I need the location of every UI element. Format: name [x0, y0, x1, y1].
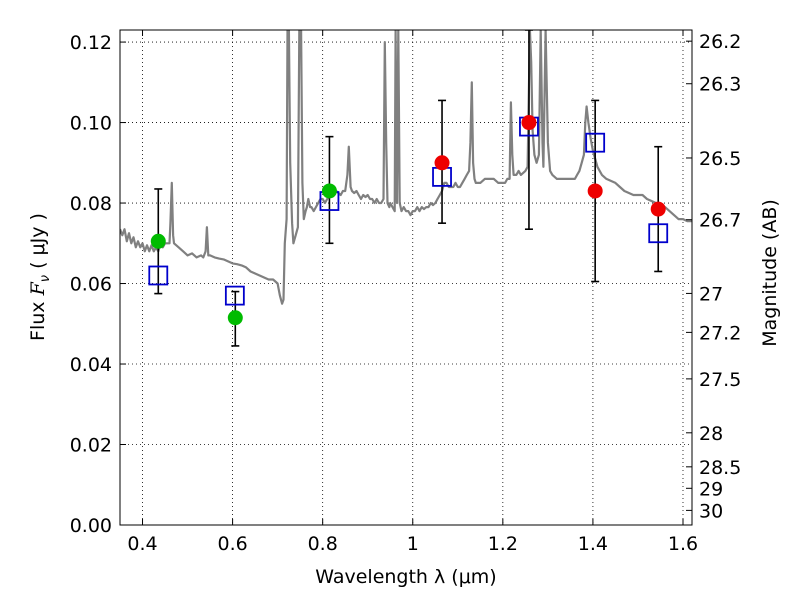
- x-tick-label: 1.2: [488, 533, 518, 555]
- model-photometry-square: [148, 265, 169, 286]
- y-tick-label: 0.04: [70, 354, 112, 376]
- y-tick-label: 0.06: [70, 274, 112, 296]
- y-tick-label: 0.02: [70, 435, 112, 457]
- y-tick-label: 0.00: [70, 515, 112, 537]
- error-bars: [154, 30, 663, 347]
- observed-photometry-point: [150, 233, 166, 249]
- y-axis-label: Flux Fν ( μJy ): [27, 213, 53, 341]
- magnitude-tick-label: 27.5: [699, 369, 741, 391]
- x-tick-label: 0.8: [308, 533, 338, 555]
- plot-area: [120, 30, 692, 347]
- model-photometry-square: [585, 132, 606, 153]
- magnitude-tick-label: 29: [699, 478, 723, 500]
- magnitude-tick-label: 26.7: [699, 210, 741, 232]
- magnitude-tick-label: 27.2: [699, 322, 741, 344]
- y-tick-label: 0.08: [70, 193, 112, 215]
- observed-photometry-point: [434, 155, 450, 171]
- grid-lines: [120, 30, 692, 526]
- x-tick-label: 1: [407, 533, 419, 555]
- magnitude-tick-label: 26.5: [699, 148, 741, 170]
- magnitude-tick-label: 27: [699, 283, 723, 305]
- x-tick-label: 1.4: [578, 533, 608, 555]
- y-tick-label: 0.10: [70, 113, 112, 135]
- x-axis-ticks: 0.4 0.6 0.8 1 1.2 1.4 1.6: [127, 30, 698, 555]
- model-photometry-square: [648, 223, 669, 244]
- x-tick-label: 0.6: [217, 533, 247, 555]
- magnitude-tick-label: 26.3: [699, 74, 741, 96]
- magnitude-axis-label: Magnitude (AB): [759, 199, 781, 347]
- model-spectrum-line: [120, 30, 692, 305]
- y-tick-label: 0.12: [70, 32, 112, 54]
- x-tick-label: 0.4: [127, 533, 157, 555]
- plot-frame: [119, 29, 693, 526]
- observed-photometry-point: [650, 201, 666, 217]
- observed-photometry-point: [587, 183, 603, 199]
- x-axis-label: Wavelength λ (μm): [315, 566, 496, 588]
- magnitude-tick-label: 28: [699, 423, 723, 445]
- y-axis-ticks: 0.00 0.02 0.04 0.06 0.08 0.10 0.12: [70, 32, 126, 537]
- observed-photometry-markers: [150, 115, 666, 326]
- magnitude-tick-label: 30: [699, 500, 723, 522]
- x-tick-label: 1.6: [668, 533, 698, 555]
- model-photometry-square: [224, 285, 245, 306]
- magnitude-tick-label: 28.5: [699, 457, 741, 479]
- observed-photometry-point: [321, 183, 337, 199]
- observed-photometry-point: [227, 310, 243, 326]
- magnitude-tick-label: 26.2: [699, 31, 741, 53]
- observed-photometry-point: [521, 115, 537, 131]
